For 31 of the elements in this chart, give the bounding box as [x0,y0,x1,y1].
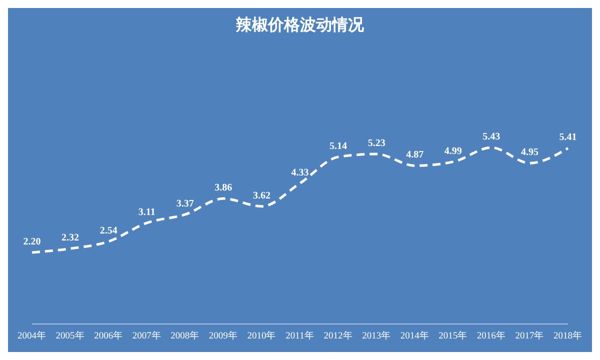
data-label: 4.95 [520,147,538,158]
chart-title: 辣椒价格波动情况 [235,16,365,36]
data-label: 2.54 [100,225,118,236]
data-label: 5.23 [368,138,386,150]
x-tick-label: 2008年 [170,330,200,342]
x-tick-label: 2009年 [208,330,238,342]
x-tick-label: 2017年 [515,330,544,342]
data-label: 3.11 [138,206,156,218]
data-label: 5.43 [482,132,500,143]
x-tick-label: 2010年 [247,330,276,342]
x-tick-label: 2016年 [476,330,506,342]
x-tick-label: 2007年 [132,330,162,342]
x-tick-label: 2004年 [18,330,46,342]
x-tick-label: 2015年 [438,330,468,342]
x-tick-label: 2012年 [324,330,353,342]
data-label: 4.33 [291,167,309,178]
data-label: 3.62 [252,190,270,202]
data-label: 3.86 [214,182,232,194]
x-tick-label: 2014年 [400,330,430,342]
x-tick-label: 2005年 [56,330,85,342]
data-label: 2.20 [23,236,41,248]
x-tick-label: 2018年 [554,330,582,342]
x-tick-label: 2013年 [362,330,392,342]
data-label: 4.99 [444,146,462,157]
data-label: 5.14 [330,140,348,152]
data-label: 5.41 [559,132,577,144]
data-label: 3.37 [176,198,194,210]
x-tick-label: 2011年 [286,330,314,342]
data-label: 4.87 [406,150,424,161]
x-tick-label: 2006年 [94,330,124,342]
data-label: 2.32 [62,232,80,244]
